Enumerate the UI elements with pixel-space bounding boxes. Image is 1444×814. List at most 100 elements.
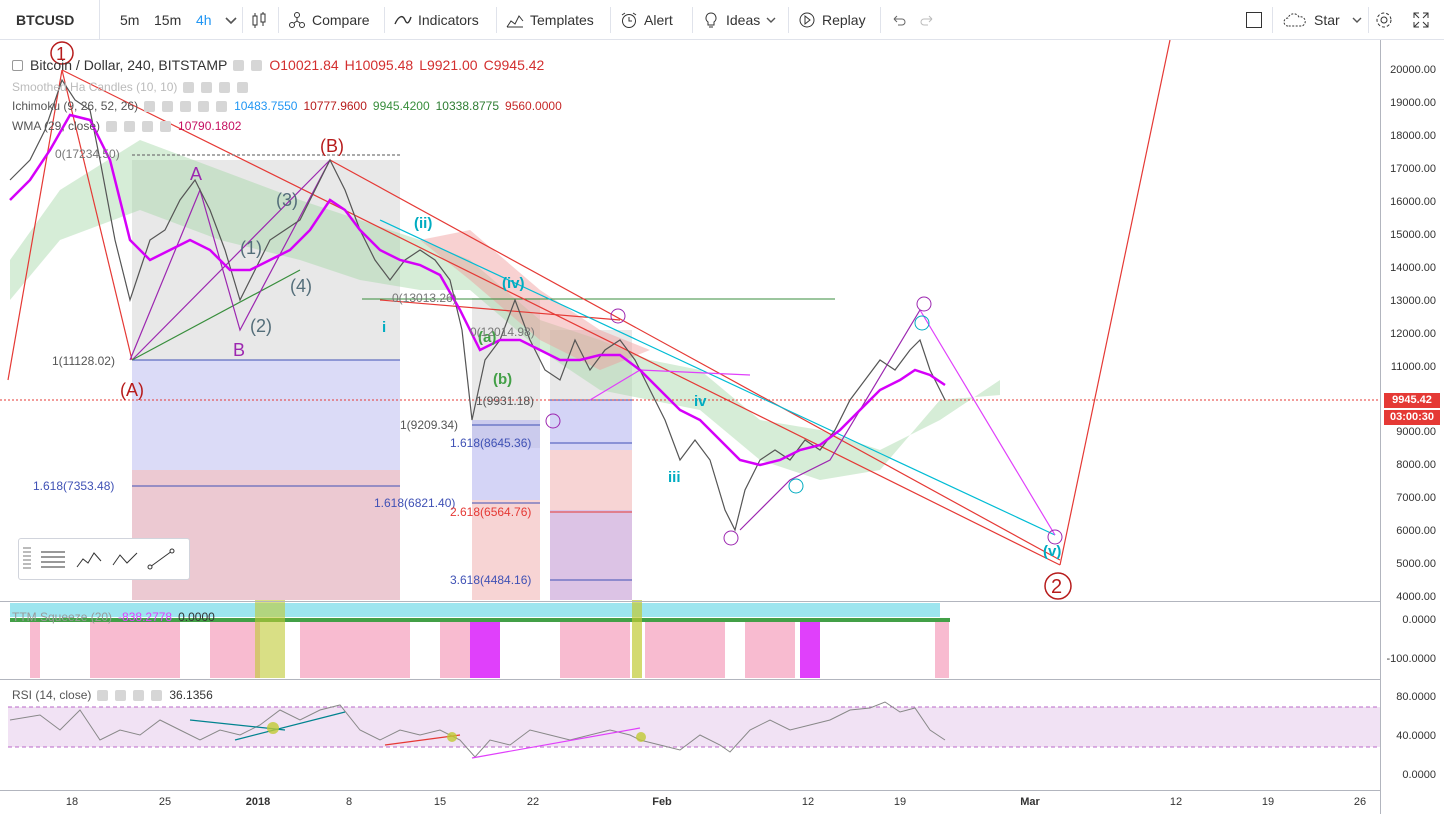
ohlc-open: O10021.84 [269, 57, 339, 73]
redo-icon [918, 11, 936, 29]
replay-label: Replay [822, 12, 866, 28]
undo-icon [890, 11, 908, 29]
wave-label-A2: A [190, 164, 202, 184]
chart-type-button[interactable] [250, 0, 268, 40]
layout-button[interactable] [1245, 0, 1263, 40]
ichimoku-value-1: 10483.7550 [234, 99, 298, 113]
wave-label-ii: (ii) [414, 215, 432, 232]
templates-icon [506, 11, 524, 29]
settings-icon [1375, 11, 1393, 29]
abc-wave-icon [112, 552, 138, 566]
ttm-value-2: 0.0000 [178, 610, 215, 624]
wave-label-B2: (B) [320, 136, 344, 156]
smoothed-legend[interactable]: Smoothed Ha Candles (10, 10) [12, 80, 249, 94]
alert-button[interactable]: Alert [620, 0, 673, 40]
timeframe-dropdown[interactable] [222, 0, 240, 40]
wave-label-iii: iii [668, 469, 681, 486]
compare-label: Compare [312, 12, 370, 28]
chart-area[interactable]: 1 (A) A B (B) (2) (3) (4) (1) (ii) i (iv… [0, 40, 1444, 814]
price-axis[interactable]: 20000.00 19000.00 18000.00 17000.00 1600… [1380, 40, 1444, 814]
compare-button[interactable]: Compare [288, 0, 370, 40]
wave-label-3: (3) [276, 190, 298, 210]
timeframe-15m[interactable]: 15m [154, 12, 182, 28]
wave-label-1: 1 [56, 44, 66, 64]
undo-button[interactable] [890, 0, 908, 40]
drag-handle[interactable] [23, 547, 31, 571]
replay-icon [798, 11, 816, 29]
fib-label-2618: 2.618(6564.76) [450, 505, 531, 519]
wave-label-1b: (1) [240, 238, 262, 258]
ichimoku-label: Ichimoku (9, 26, 52, 26) [12, 99, 139, 113]
legend-settings-icon[interactable] [251, 59, 263, 71]
timeframe-5m[interactable]: 5m [120, 12, 140, 28]
replay-button[interactable]: Replay [798, 0, 866, 40]
wma-value: 10790.1802 [178, 119, 242, 133]
alert-icon [620, 11, 638, 29]
wma-label: WMA (29, close) [12, 119, 101, 133]
fib-label-3618: 3.618(4484.16) [450, 573, 531, 587]
fib-zone-grey [132, 160, 400, 360]
indicators-icon [394, 11, 412, 29]
templates-label: Templates [530, 12, 594, 28]
time-axis[interactable]: 18 25 2018 8 15 22 Feb 12 19 Mar 12 19 2… [0, 790, 1380, 814]
fib-label-0b: 0(13013.26) [392, 291, 457, 305]
indicators-button[interactable]: Indicators [394, 0, 479, 40]
wave-label-iv: (iv) [502, 275, 525, 292]
wave-label-a: (a) [478, 329, 496, 346]
trendline-icon [147, 548, 175, 570]
countdown-badge: 03:00:30 [1384, 410, 1440, 425]
elliott-correction-button[interactable] [107, 543, 143, 575]
ichimoku-value-5: 9560.0000 [505, 99, 562, 113]
star-button[interactable]: Star [1282, 0, 1340, 40]
star-label: Star [1314, 12, 1340, 28]
wave-label-final-2: 2 [1051, 576, 1062, 598]
ideas-button[interactable]: Ideas [702, 0, 760, 40]
settings-button[interactable] [1375, 0, 1393, 40]
trendline-button[interactable] [143, 543, 179, 575]
rsi-value: 36.1356 [169, 688, 213, 702]
fib-label-1618c: 1.618(8645.36) [450, 436, 531, 450]
ichimoku-legend[interactable]: Ichimoku (9, 26, 52, 26) 10483.7550 1077… [12, 99, 562, 113]
fib-label-0c: 0(12014.98) [470, 325, 535, 339]
fib-label-1b: 1(9209.34) [400, 418, 458, 432]
fib-label-1618b: 1.618(6821.40) [374, 496, 455, 510]
wave-label-B: B [233, 340, 245, 360]
ideas-dropdown[interactable] [762, 0, 780, 40]
star-dropdown[interactable] [1348, 0, 1366, 40]
smoothed-label: Smoothed Ha Candles (10, 10) [12, 80, 178, 94]
fib-label-1c: 1(9931.18) [476, 394, 534, 408]
ichimoku-value-3: 9945.4200 [372, 99, 430, 113]
fullscreen-button[interactable] [1412, 0, 1430, 40]
layout-icon [1245, 11, 1263, 29]
last-price-badge: 9945.42 [1384, 393, 1440, 408]
fib-label-0: 0(17234.50) [55, 147, 120, 161]
rsi-pane [8, 701, 1380, 759]
fib-tool-button[interactable] [35, 543, 71, 575]
ttm-label: TTM Squeeze (20) [12, 610, 113, 624]
wma-legend[interactable]: WMA (29, close) 10790.1802 [12, 119, 241, 133]
candles-icon [250, 11, 268, 29]
main-legend: Bitcoin / Dollar, 240, BITSTAMP O10021.8… [12, 57, 544, 73]
alert-label: Alert [644, 12, 673, 28]
wave-label-iv2: iv [694, 393, 707, 410]
ichimoku-value-4: 10338.8775 [435, 99, 500, 113]
rsi-label: RSI (14, close) [12, 688, 92, 702]
price-chart[interactable]: 1 (A) A B (B) (2) (3) (4) (1) (ii) i (iv… [0, 40, 1380, 790]
fullscreen-icon [1412, 11, 1430, 29]
fib-label-1: 1(11128.02) [52, 354, 115, 368]
legend-eye-icon[interactable] [233, 59, 245, 71]
indicators-label: Indicators [418, 12, 479, 28]
wave-label-v: (v) [1043, 543, 1061, 560]
rsi-legend[interactable]: RSI (14, close) 36.1356 [12, 688, 213, 702]
elliott-wave-icon [76, 552, 102, 568]
drawing-toolbar [18, 538, 190, 580]
timeframe-4h[interactable]: 4h [196, 12, 212, 28]
compare-icon [288, 11, 306, 29]
templates-button[interactable]: Templates [506, 0, 594, 40]
ohlc-low: L9921.00 [419, 57, 478, 73]
redo-button[interactable] [918, 0, 936, 40]
elliott-impulse-button[interactable] [71, 543, 107, 575]
ttm-legend[interactable]: TTM Squeeze (20) -838.2778 0.0000 [12, 610, 215, 624]
ttm-value-1: -838.2778 [118, 610, 173, 624]
symbol-search[interactable]: BTCUSD [8, 0, 100, 40]
